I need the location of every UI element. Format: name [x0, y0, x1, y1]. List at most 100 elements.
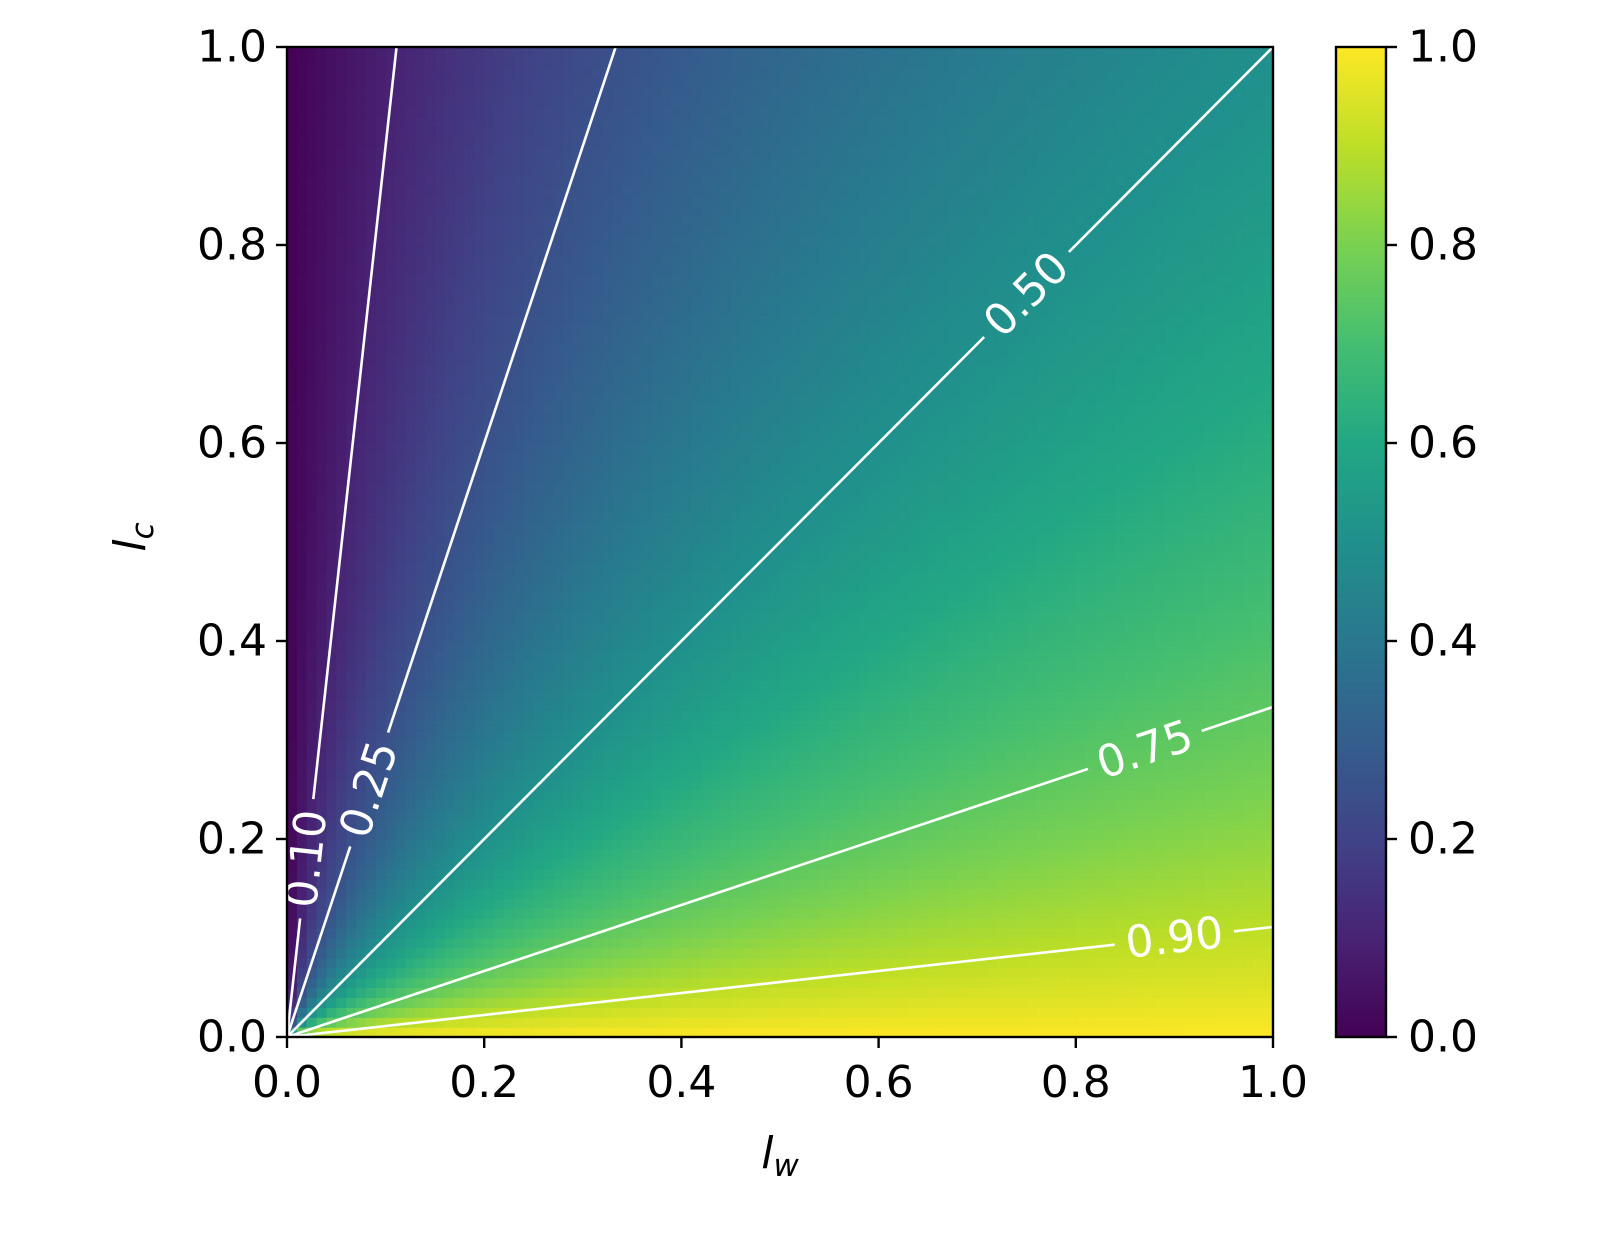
heatmap-cell [425, 918, 436, 929]
heatmap-cell [444, 690, 456, 701]
heatmap-cell [1194, 611, 1205, 622]
heatmap-cell [918, 928, 929, 939]
heatmap-cell [494, 621, 505, 632]
heatmap-cell [720, 650, 732, 662]
heatmap-cell [780, 740, 791, 751]
heatmap-cell [1253, 997, 1264, 1008]
heatmap-cell [750, 581, 761, 593]
heatmap-cell [1046, 730, 1057, 741]
heatmap-cell [996, 977, 1008, 989]
heatmap-cell [819, 848, 830, 860]
heatmap-cell [918, 938, 929, 949]
heatmap-cell [740, 987, 752, 998]
heatmap-cell [415, 749, 426, 761]
heatmap-cell [1026, 670, 1037, 682]
heatmap-cell [1105, 720, 1116, 731]
heatmap-cell [602, 641, 613, 652]
heatmap-cell [1263, 621, 1274, 632]
heatmap-cell [671, 740, 682, 751]
heatmap-cell [878, 878, 890, 890]
heatmap-cell [1154, 680, 1166, 692]
heatmap-cell [494, 829, 505, 840]
heatmap-cell [494, 957, 505, 969]
heatmap-cell [474, 621, 485, 632]
heatmap-cell [543, 591, 554, 602]
heatmap-cell [1213, 551, 1225, 563]
heatmap-cell [1046, 1007, 1057, 1018]
heatmap-cell [730, 928, 742, 939]
heatmap-cell [287, 799, 298, 810]
heatmap-cell [395, 947, 406, 959]
heatmap-cell [750, 1007, 761, 1018]
heatmap-cell [789, 918, 801, 929]
heatmap-cell [839, 759, 850, 771]
heatmap-cell [1105, 928, 1116, 939]
heatmap-cell [1125, 858, 1136, 870]
heatmap-cell [1184, 779, 1195, 791]
heatmap-cell [612, 581, 623, 593]
heatmap-cell [1164, 888, 1175, 899]
heatmap-cell [888, 1007, 899, 1018]
heatmap-cell [454, 908, 466, 919]
heatmap-cell [957, 977, 968, 989]
heatmap-cell [572, 720, 584, 731]
heatmap-cell [967, 789, 978, 800]
heatmap-cell [454, 1007, 466, 1018]
heatmap-cell [326, 789, 337, 800]
heatmap-cell [1016, 957, 1028, 969]
heatmap-cell [1203, 591, 1215, 602]
heatmap-cell [829, 740, 840, 751]
heatmap-cell [1026, 878, 1037, 890]
heatmap-cell [1154, 957, 1166, 969]
heatmap-cell [789, 987, 801, 998]
heatmap-cell [809, 690, 821, 701]
heatmap-cell [661, 839, 673, 850]
heatmap-cell [592, 631, 604, 642]
heatmap-cell [1154, 789, 1166, 800]
heatmap-cell [582, 819, 594, 830]
heatmap-cell [1253, 1027, 1264, 1038]
heatmap-cell [582, 977, 594, 989]
heatmap-cell [918, 898, 929, 909]
heatmap-cell [937, 740, 949, 751]
heatmap-cell [1095, 542, 1106, 553]
heatmap-cell [1134, 888, 1146, 899]
heatmap-cell [434, 848, 446, 860]
heatmap-cell [405, 581, 416, 593]
heatmap-cell [1115, 621, 1126, 632]
heatmap-cell [996, 700, 1008, 711]
heatmap-cell [365, 611, 377, 622]
heatmap-cell [316, 561, 328, 573]
heatmap-cell [1233, 740, 1245, 751]
heatmap-cell [632, 759, 643, 771]
heatmap-cell [839, 898, 850, 909]
heatmap-cell [789, 977, 801, 989]
heatmap-cell [878, 1017, 890, 1028]
heatmap-cell [760, 809, 771, 820]
heatmap-cell [947, 740, 959, 751]
heatmap-cell [947, 898, 959, 909]
heatmap-cell [592, 858, 604, 870]
heatmap-cell [651, 997, 663, 1008]
heatmap-cell [1194, 690, 1205, 701]
heatmap-cell [612, 631, 623, 642]
heatmap-cell [1026, 700, 1037, 711]
heatmap-cell [760, 848, 771, 860]
heatmap-cell [927, 908, 939, 919]
heatmap-cell [1065, 898, 1077, 909]
heatmap-cell [444, 769, 456, 781]
heatmap-cell [434, 997, 446, 1008]
heatmap-cell [789, 650, 801, 662]
heatmap-cell [898, 641, 909, 652]
heatmap-cell [1194, 740, 1205, 751]
heatmap-cell [533, 888, 544, 899]
heatmap-cell [799, 759, 811, 771]
heatmap-cell [947, 690, 959, 701]
heatmap-cell [1134, 819, 1146, 830]
heatmap-cell [1203, 928, 1215, 939]
heatmap-cell [1016, 710, 1028, 721]
heatmap-cell [1184, 1027, 1195, 1038]
heatmap-cell [523, 878, 535, 890]
heatmap-cell [888, 601, 899, 612]
heatmap-cell [710, 789, 722, 800]
